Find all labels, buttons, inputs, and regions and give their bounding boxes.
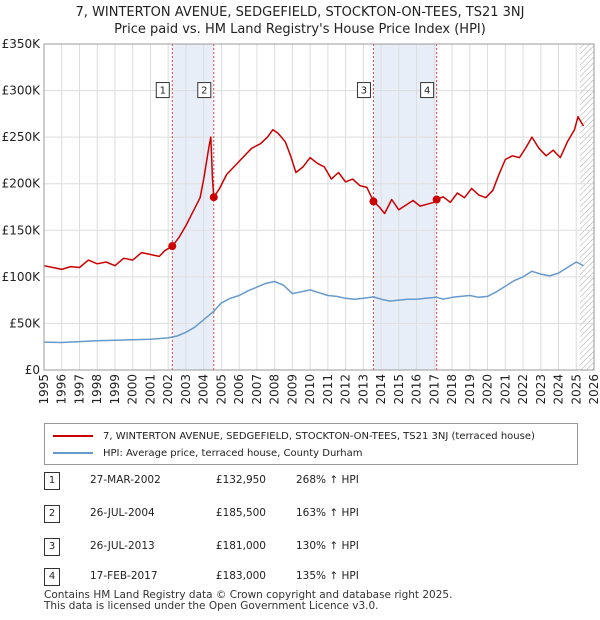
transaction-number: 2 bbox=[44, 505, 60, 523]
plot-frame bbox=[43, 43, 595, 371]
chart-title-line-1: 7, WINTERTON AVENUE, SEDGEFIELD, STOCKTO… bbox=[75, 5, 525, 20]
transaction-price: £132,950 bbox=[215, 474, 266, 486]
sale-label-box-1 bbox=[155, 82, 170, 99]
x-tick-label: 2017 bbox=[427, 374, 441, 405]
x-tick-label: 2001 bbox=[143, 374, 157, 405]
x-tick-label: 2000 bbox=[126, 374, 140, 405]
sale-label-box-2 bbox=[197, 82, 212, 99]
x-tick-label: 1995 bbox=[37, 374, 51, 405]
shaded-period-2 bbox=[373, 44, 437, 370]
sale-point-3 bbox=[369, 197, 378, 206]
transaction-hpi-change: 130% ↑ HPI bbox=[296, 540, 359, 552]
y-tick-label: £300K bbox=[2, 84, 42, 98]
sale-label-1: 1 bbox=[160, 86, 166, 97]
x-tick-label: 2023 bbox=[534, 374, 548, 405]
x-tick-label: 2007 bbox=[250, 374, 264, 405]
x-tick-label: 2010 bbox=[303, 374, 317, 405]
transaction-price: £185,500 bbox=[215, 507, 266, 519]
sale-label-3: 3 bbox=[361, 86, 367, 97]
transaction-hpi-change: 163% ↑ HPI bbox=[296, 507, 359, 519]
x-tick-label: 1999 bbox=[108, 374, 122, 405]
x-tick-label: 2014 bbox=[374, 374, 388, 405]
x-tick-label: 2016 bbox=[410, 374, 424, 405]
sale-label-box-4 bbox=[420, 82, 435, 99]
x-tick-label: 2024 bbox=[552, 374, 566, 405]
legend-swatch-property bbox=[53, 435, 93, 437]
hpi-line bbox=[43, 261, 584, 344]
sale-label-4: 4 bbox=[424, 86, 430, 97]
x-tick-label: 2004 bbox=[197, 374, 211, 405]
x-tick-label: 2013 bbox=[356, 374, 370, 405]
legend-item-property: 7, WINTERTON AVENUE, SEDGEFIELD, STOCKTO… bbox=[53, 428, 535, 444]
x-tick-label: 2019 bbox=[463, 374, 477, 405]
x-tick-label: 2022 bbox=[516, 374, 530, 405]
x-tick-label: 2005 bbox=[214, 374, 228, 405]
sale-point-4 bbox=[432, 195, 441, 204]
y-tick-label: £0 bbox=[25, 363, 40, 377]
chart-legend: 7, WINTERTON AVENUE, SEDGEFIELD, STOCKTO… bbox=[44, 423, 578, 465]
sale-label-2: 2 bbox=[201, 86, 207, 97]
x-tick-label: 1996 bbox=[55, 374, 69, 405]
x-tick-label: 2002 bbox=[161, 374, 175, 405]
transaction-hpi-change: 135% ↑ HPI bbox=[296, 570, 359, 582]
sale-point-2 bbox=[209, 193, 218, 202]
footer-copyright: Contains HM Land Registry data © Crown c… bbox=[44, 589, 453, 601]
table-row: 2 26-JUL-2004 £185,500 163% ↑ HPI bbox=[44, 505, 564, 525]
forecast-hatch bbox=[579, 44, 594, 370]
transaction-date: 26-JUL-2004 bbox=[90, 507, 155, 519]
table-row: 1 27-MAR-2002 £132,950 268% ↑ HPI bbox=[44, 472, 564, 492]
y-tick-label: £200K bbox=[2, 177, 42, 191]
x-tick-label: 2003 bbox=[179, 374, 193, 405]
x-tick-label: 2015 bbox=[392, 374, 406, 405]
footer-license: This data is licensed under the Open Gov… bbox=[44, 600, 379, 612]
legend-label-hpi: HPI: Average price, terraced house, Coun… bbox=[103, 447, 363, 459]
sale-label-box-3 bbox=[356, 82, 371, 99]
x-tick-label: 2026 bbox=[587, 374, 600, 405]
chart-title: 7, WINTERTON AVENUE, SEDGEFIELD, STOCKTO… bbox=[0, 4, 600, 38]
legend-item-hpi: HPI: Average price, terraced house, Coun… bbox=[53, 445, 362, 461]
property-price-line bbox=[43, 115, 585, 271]
transaction-hpi-change: 268% ↑ HPI bbox=[296, 474, 359, 486]
x-tick-label: 2009 bbox=[285, 374, 299, 405]
transaction-date: 27-MAR-2002 bbox=[90, 474, 161, 486]
transaction-price: £183,000 bbox=[215, 570, 266, 582]
x-tick-label: 1998 bbox=[90, 374, 104, 405]
transaction-number: 1 bbox=[44, 472, 60, 490]
y-tick-label: £150K bbox=[2, 223, 42, 237]
chart-title-line-2: Price paid vs. HM Land Registry's House … bbox=[114, 22, 486, 37]
x-tick-label: 2021 bbox=[498, 374, 512, 405]
table-row: 3 26-JUL-2013 £181,000 130% ↑ HPI bbox=[44, 538, 564, 558]
y-tick-label: £350K bbox=[2, 37, 42, 51]
shaded-period-1 bbox=[172, 44, 214, 370]
y-tick-label: £50K bbox=[9, 316, 41, 330]
x-tick-label: 1997 bbox=[72, 374, 86, 405]
plot-area bbox=[44, 44, 594, 370]
x-tick-label: 2011 bbox=[321, 374, 335, 405]
legend-swatch-hpi bbox=[53, 452, 93, 454]
sale-point-1 bbox=[168, 242, 177, 251]
price-chart: 1 2 3 4 £0 £50K £100K £150K £200K £250K £300K £350… bbox=[2, 37, 600, 405]
x-tick-label: 2020 bbox=[481, 374, 495, 405]
y-tick-label: £250K bbox=[2, 130, 42, 144]
x-tick-label: 2006 bbox=[232, 374, 246, 405]
x-tick-label: 2018 bbox=[445, 374, 459, 405]
transaction-number: 4 bbox=[44, 568, 60, 586]
legend-label-property: 7, WINTERTON AVENUE, SEDGEFIELD, STOCKTO… bbox=[103, 430, 535, 442]
y-tick-label: £100K bbox=[2, 270, 42, 284]
transaction-date: 26-JUL-2013 bbox=[90, 540, 155, 552]
footer-notice: Contains HM Land Registry data © Crown c… bbox=[44, 590, 452, 612]
transaction-number: 3 bbox=[44, 538, 60, 556]
transaction-price: £181,000 bbox=[215, 540, 266, 552]
table-row: 4 17-FEB-2017 £183,000 135% ↑ HPI bbox=[44, 568, 564, 588]
transaction-date: 17-FEB-2017 bbox=[90, 570, 158, 582]
x-tick-label: 2012 bbox=[339, 374, 353, 405]
x-tick-label: 2025 bbox=[569, 374, 583, 405]
x-tick-label: 2008 bbox=[268, 374, 282, 405]
